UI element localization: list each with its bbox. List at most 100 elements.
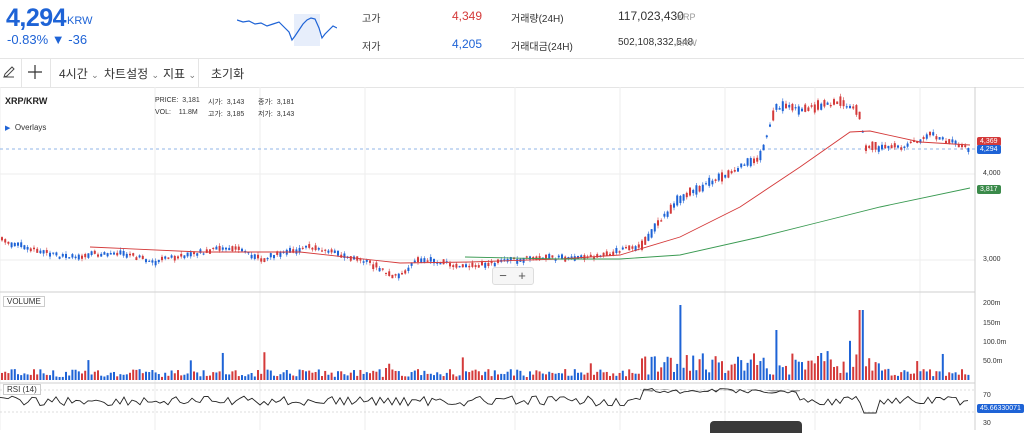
candle xyxy=(417,257,419,263)
volume-bar xyxy=(941,353,944,380)
volume-bar xyxy=(794,359,797,380)
volume-bar xyxy=(666,356,669,380)
volume-bar xyxy=(193,371,195,380)
volume-bar xyxy=(919,371,922,380)
volume-bar xyxy=(660,367,663,380)
volume-bar xyxy=(695,370,698,380)
volume-panel-label: VOLUME xyxy=(3,296,45,307)
candle xyxy=(938,137,941,140)
volume-bar xyxy=(618,372,621,380)
volume-bar xyxy=(90,374,93,380)
candle xyxy=(372,264,375,270)
candle xyxy=(874,141,877,150)
volume-bar xyxy=(349,372,352,380)
volume-bar xyxy=(922,369,925,380)
candle xyxy=(426,260,429,262)
bottom-tab[interactable] xyxy=(710,421,802,433)
volume-24h-label: 거래량(24H) xyxy=(511,14,564,25)
candle xyxy=(593,257,595,259)
candle xyxy=(845,106,848,108)
candle xyxy=(305,245,307,248)
volume-bar xyxy=(791,353,794,380)
candle xyxy=(663,213,666,217)
volume-bar xyxy=(689,370,691,380)
volume-bar xyxy=(804,369,807,380)
volume-bar xyxy=(849,340,851,380)
candle xyxy=(705,183,707,185)
volume-24h-unit: XRP xyxy=(677,12,696,22)
volume-bar xyxy=(205,375,208,380)
candle xyxy=(445,261,448,263)
candle xyxy=(301,247,304,249)
volume-bar xyxy=(231,371,234,380)
volume-bar xyxy=(673,371,675,380)
candle xyxy=(465,264,467,268)
candle xyxy=(433,258,435,264)
candle xyxy=(413,260,416,263)
candle xyxy=(189,252,192,257)
candle xyxy=(753,158,755,164)
price-change: -0.83% ▼ -36 xyxy=(7,32,88,47)
volume-bar xyxy=(925,371,928,380)
candle xyxy=(618,251,621,253)
pencil-icon[interactable] xyxy=(2,65,16,79)
volume-bar xyxy=(701,353,704,380)
volume-bar xyxy=(951,373,954,380)
zoom-in-button[interactable]: + xyxy=(518,268,526,283)
reset-button[interactable]: 초기화 xyxy=(211,67,245,81)
volume-bar xyxy=(343,374,346,380)
price-candles xyxy=(1,93,970,281)
candle xyxy=(698,185,701,192)
chart-settings-dropdown[interactable]: 차트설정 ⌄ xyxy=(104,67,160,81)
candle xyxy=(849,105,851,109)
candle xyxy=(170,255,173,258)
candle xyxy=(621,247,624,250)
indicators-dropdown[interactable]: 지표 ⌄ xyxy=(163,67,196,81)
candle xyxy=(439,262,442,265)
volume-bar xyxy=(781,367,784,380)
candle xyxy=(711,180,714,185)
high-label: 고가 xyxy=(362,14,381,25)
volume-bar xyxy=(772,374,775,380)
chart-toolbar: 4시간 ⌄ 차트설정 ⌄ 지표 ⌄ 초기화 xyxy=(0,58,1024,88)
legend-high: 고가: 3,185 xyxy=(208,111,245,118)
volume-bar xyxy=(541,373,544,380)
candle xyxy=(820,103,823,110)
candle xyxy=(20,242,23,248)
overlays-toggle[interactable]: ▶ Overlays xyxy=(5,123,47,132)
crosshair-icon[interactable] xyxy=(27,64,43,80)
volume-bar xyxy=(545,374,547,380)
interval-dropdown[interactable]: 4시간 ⌄ xyxy=(59,67,99,81)
volume-bar xyxy=(938,371,941,380)
candle xyxy=(404,270,407,274)
candle xyxy=(177,256,179,259)
candle xyxy=(660,220,663,222)
volume-bar xyxy=(426,373,429,380)
candle xyxy=(221,247,224,250)
volume-bar xyxy=(13,369,16,380)
candlestick-chart[interactable] xyxy=(0,87,1024,430)
volume-bar xyxy=(55,376,58,380)
volume-bar xyxy=(474,369,477,380)
volume-bar xyxy=(682,367,685,380)
volume-bar xyxy=(461,357,464,380)
volume-bar xyxy=(813,363,816,380)
volume-bar xyxy=(721,361,723,380)
volume-bar xyxy=(445,372,448,380)
volume-bar xyxy=(737,356,739,380)
volume-bar xyxy=(81,373,83,380)
chart-grid xyxy=(0,87,975,430)
volume-bar xyxy=(381,376,384,380)
amount-24h-unit: KRW xyxy=(676,38,697,48)
volume-bar xyxy=(74,369,77,380)
candle xyxy=(135,257,138,260)
volume-bar xyxy=(708,372,711,380)
volume-bar xyxy=(234,370,237,380)
volume-bar xyxy=(516,369,519,380)
zoom-out-button[interactable]: − xyxy=(499,268,507,283)
volume-bar xyxy=(497,374,499,380)
volume-bar xyxy=(359,369,362,380)
volume-bar xyxy=(893,374,896,380)
candle xyxy=(868,145,871,149)
candle xyxy=(266,257,269,260)
